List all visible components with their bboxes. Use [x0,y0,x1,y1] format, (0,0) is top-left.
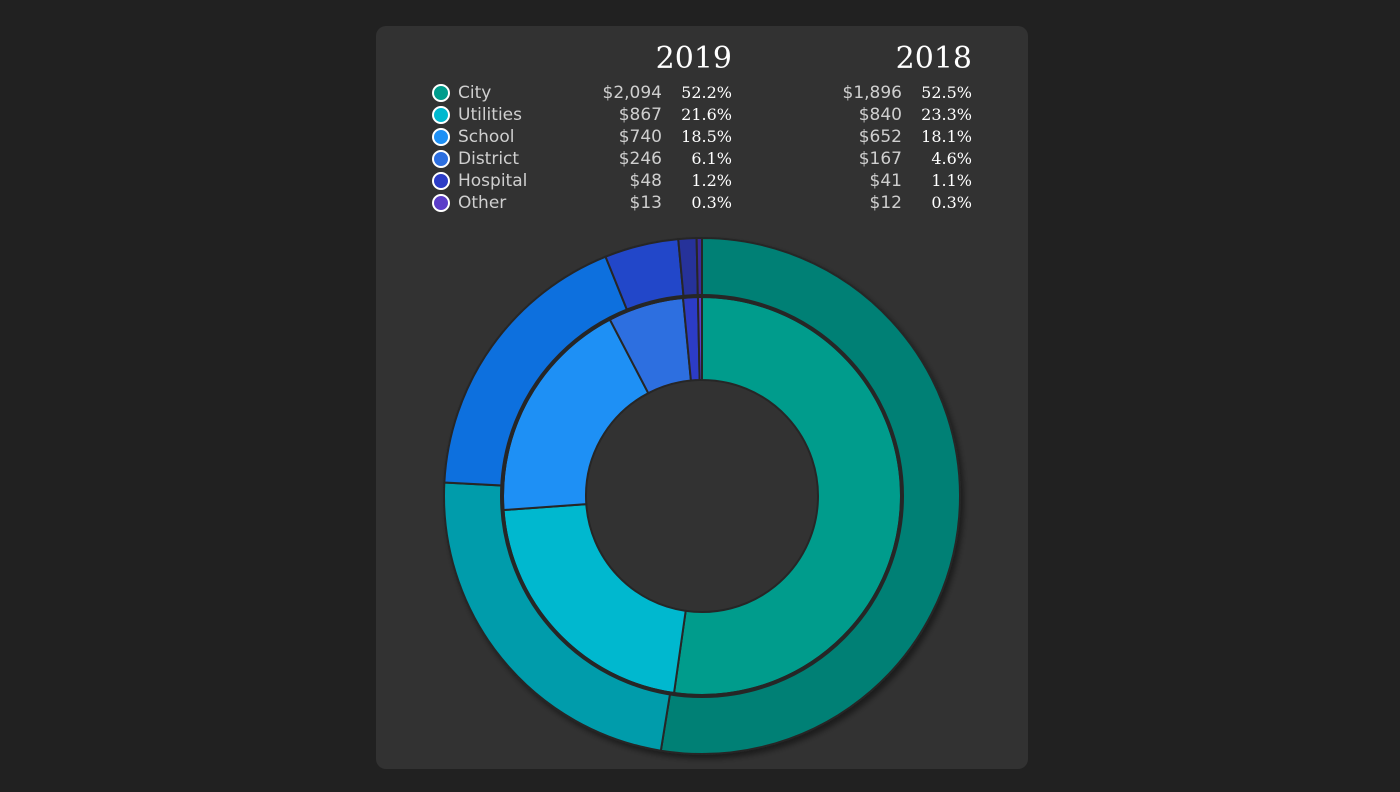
legend-swatch-school[interactable] [432,128,450,146]
legend-label: Hospital [458,171,528,191]
legend-label: District [458,149,520,169]
value-2018: $12 [869,193,902,213]
year-2018-heading: 2018 [895,41,972,76]
ring-separator [500,294,904,698]
percent-2018: 18.1% [921,127,972,146]
inner-2019-slice-other[interactable] [696,295,703,382]
percent-2018: 52.5% [921,83,972,102]
percent-2018: 1.1% [931,171,972,190]
legend-label: Other [458,193,507,213]
outer-2018-slice-other[interactable] [695,236,703,298]
legend-swatch-utilities[interactable] [432,106,450,124]
percent-2019: 6.1% [691,149,732,168]
outer-ring-2018 [443,236,961,755]
percent-2018: 23.3% [921,105,972,124]
legend-swatch-city[interactable] [432,84,450,102]
legend-row-other: Other $13 0.3% $12 0.3% [432,192,992,214]
value-2018: $167 [858,149,902,169]
legend-row-school: School $740 18.5% $652 18.1% [432,126,992,148]
value-2018: $840 [858,105,902,125]
value-2019: $48 [629,171,662,191]
percent-2019: 21.6% [681,105,732,124]
year-2019-heading: 2019 [655,41,732,76]
legend-swatch-other[interactable] [432,194,450,212]
inner-ring-2019 [500,294,904,698]
value-2018: $41 [869,171,902,191]
value-2019: $246 [618,149,662,169]
legend-label: School [458,127,515,147]
legend-swatch-hospital[interactable] [432,172,450,190]
legend-row-utilities: Utilities $867 21.6% $840 23.3% [432,104,992,126]
percent-2018: 4.6% [931,149,972,168]
value-2019: $2,094 [602,83,662,103]
legend-label: Utilities [458,105,522,125]
legend-row-hospital: Hospital $48 1.2% $41 1.1% [432,170,992,192]
value-2019: $740 [618,127,662,147]
value-2019: $867 [618,105,662,125]
percent-2019: 18.5% [681,127,732,146]
percent-2019: 52.2% [681,83,732,102]
percent-2019: 0.3% [691,193,732,212]
legend-swatch-district[interactable] [432,150,450,168]
legend-row-district: District $246 6.1% $167 4.6% [432,148,992,170]
value-2019: $13 [629,193,662,213]
value-2018: $652 [858,127,902,147]
value-2018: $1,896 [842,83,902,103]
percent-2018: 0.3% [931,193,972,212]
percent-2019: 1.2% [691,171,732,190]
legend-table: City $2,094 52.2% $1,896 52.5% Utilities $867 2… [432,82,992,214]
legend-row-city: City $2,094 52.2% $1,896 52.5% [432,82,992,104]
legend-label: City [458,83,492,103]
